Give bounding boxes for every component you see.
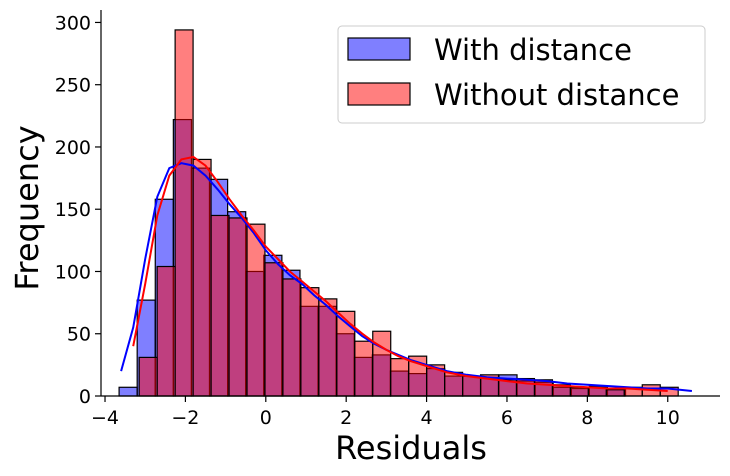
bar-without-distance	[569, 386, 589, 397]
bar-without-distance	[444, 371, 464, 397]
y-tick-label: 150	[55, 199, 91, 221]
x-tick-label: 8	[581, 407, 593, 429]
bar-without-distance	[246, 223, 266, 397]
bar-without-distance	[138, 356, 158, 397]
x-tick-label: −4	[91, 407, 119, 429]
bar-without-distance	[174, 29, 194, 397]
x-tick-label: 6	[501, 407, 513, 429]
x-axis-title: Residuals	[335, 429, 487, 467]
bar-without-distance	[336, 310, 356, 397]
y-tick-label: 0	[79, 386, 91, 408]
bar-without-distance	[300, 287, 320, 397]
legend-label-with-distance: With distance	[434, 33, 632, 67]
x-tick-label: 10	[656, 407, 680, 429]
bar-without-distance	[192, 158, 212, 397]
y-axis-title: Frequency	[8, 125, 46, 290]
bar-without-distance	[605, 389, 625, 397]
x-tick-label: −2	[171, 407, 199, 429]
bar-without-distance	[210, 214, 230, 397]
y-tick-label: 300	[55, 12, 91, 34]
legend-swatch-with-distance	[347, 37, 411, 61]
x-tick-label: 4	[421, 407, 433, 429]
bar-without-distance	[354, 340, 374, 397]
legend-label-without-distance: Without distance	[434, 78, 679, 112]
kde-line-without-distance	[132, 155, 668, 392]
legend-swatch-without-distance	[347, 82, 411, 106]
bar-with-distance	[118, 386, 138, 397]
bar-without-distance	[156, 265, 176, 397]
y-tick-label: 200	[55, 137, 91, 159]
legend: With distance Without distance	[337, 25, 706, 124]
bar-without-distance	[515, 377, 536, 397]
kde-line-with-distance	[120, 162, 693, 392]
x-tick-label: 2	[340, 407, 352, 429]
x-tick-label: 0	[260, 407, 272, 429]
histogram-bars	[118, 29, 679, 397]
kde-curves	[120, 155, 693, 392]
bar-without-distance	[282, 278, 302, 397]
bar-without-distance	[461, 375, 482, 397]
y-tick-label: 100	[55, 261, 91, 283]
bar-without-distance	[372, 330, 392, 397]
bar-without-distance	[390, 358, 410, 397]
legend-frame	[337, 25, 706, 124]
y-tick-label: 250	[55, 75, 91, 97]
y-tick-label: 50	[67, 324, 91, 346]
bar-without-distance	[264, 262, 284, 397]
bar-without-distance	[228, 217, 248, 397]
